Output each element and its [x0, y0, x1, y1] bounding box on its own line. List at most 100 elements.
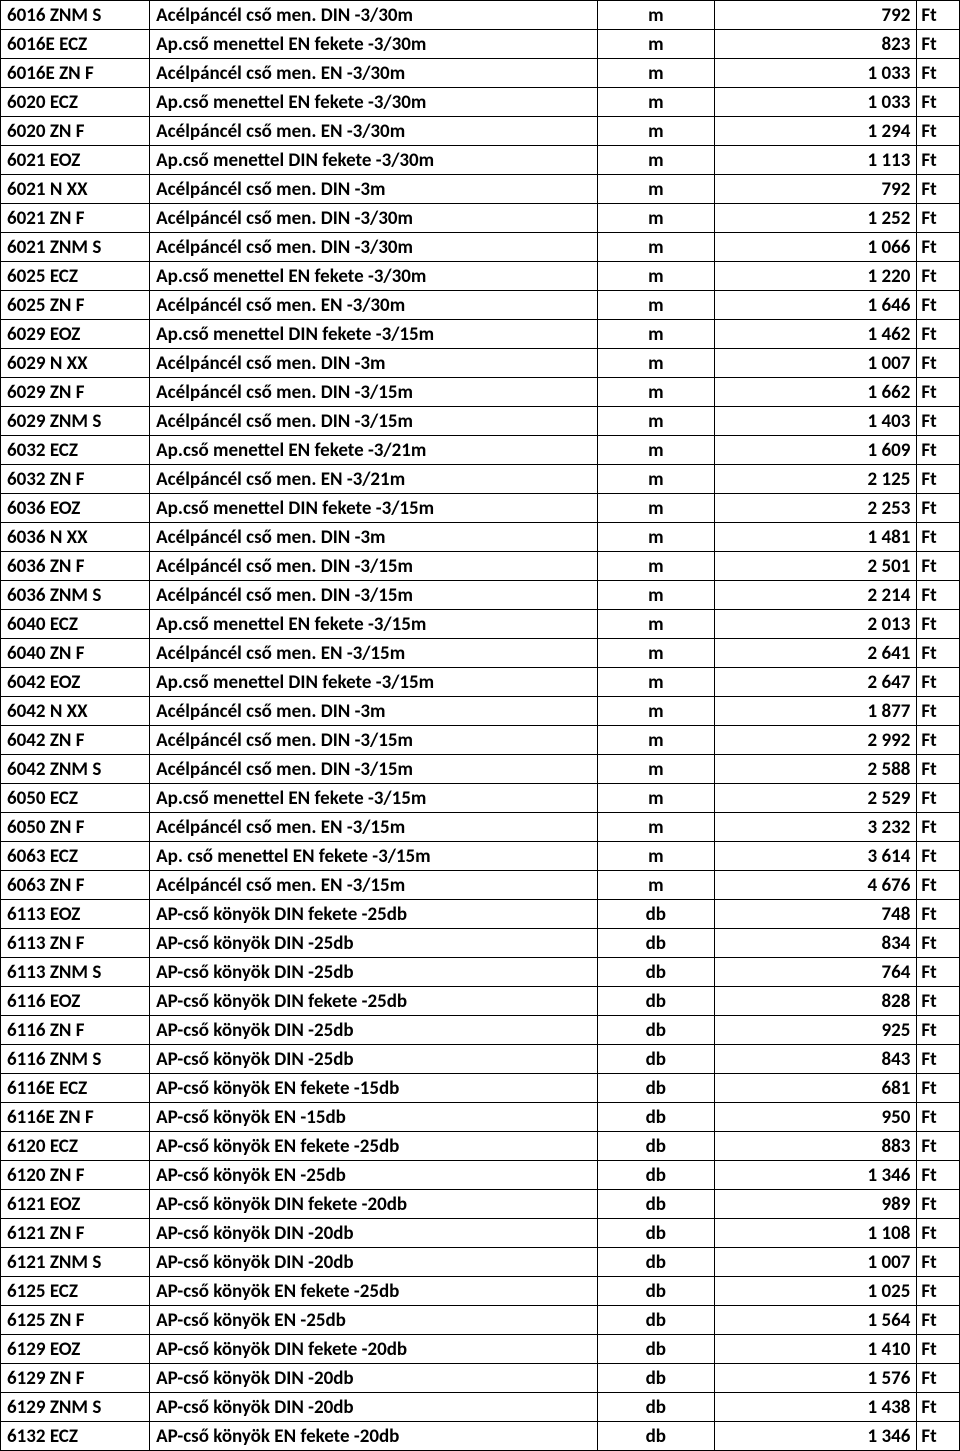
- cell-unit: m: [597, 610, 714, 639]
- cell-price: 2 647: [714, 668, 916, 697]
- cell-code: 6029 ZN F: [1, 378, 150, 407]
- cell-description: Ap.cső menettel DIN fekete -3/30m: [150, 146, 598, 175]
- cell-price: 3 614: [714, 842, 916, 871]
- cell-price: 1 462: [714, 320, 916, 349]
- cell-code: 6042 ZNM S: [1, 755, 150, 784]
- table-row: 6036 EOZAp.cső menettel DIN fekete -3/15…: [1, 494, 960, 523]
- table-row: 6121 ZNM SAP-cső könyök DIN -20dbdb1 007…: [1, 1248, 960, 1277]
- cell-price: 989: [714, 1190, 916, 1219]
- cell-description: Ap.cső menettel EN fekete -3/30m: [150, 88, 598, 117]
- cell-unit: m: [597, 407, 714, 436]
- cell-description: Acélpáncél cső men. DIN -3/15m: [150, 378, 598, 407]
- cell-price: 2 529: [714, 784, 916, 813]
- cell-code: 6036 EOZ: [1, 494, 150, 523]
- cell-description: Acélpáncél cső men. EN -3/21m: [150, 465, 598, 494]
- cell-code: 6042 EOZ: [1, 668, 150, 697]
- cell-currency: Ft: [917, 1335, 960, 1364]
- table-row: 6040 ECZAp.cső menettel EN fekete -3/15m…: [1, 610, 960, 639]
- cell-code: 6029 N XX: [1, 349, 150, 378]
- cell-unit: m: [597, 755, 714, 784]
- cell-unit: m: [597, 842, 714, 871]
- cell-unit: m: [597, 494, 714, 523]
- cell-unit: m: [597, 668, 714, 697]
- cell-description: AP-cső könyök EN fekete -25db: [150, 1132, 598, 1161]
- table-row: 6029 ZN FAcélpáncél cső men. DIN -3/15mm…: [1, 378, 960, 407]
- cell-price: 1 113: [714, 146, 916, 175]
- cell-description: AP-cső könyök DIN fekete -25db: [150, 987, 598, 1016]
- cell-currency: Ft: [917, 929, 960, 958]
- cell-unit: m: [597, 262, 714, 291]
- cell-code: 6116E ECZ: [1, 1074, 150, 1103]
- cell-code: 6125 ZN F: [1, 1306, 150, 1335]
- table-row: 6032 ZN FAcélpáncél cső men. EN -3/21mm2…: [1, 465, 960, 494]
- cell-price: 828: [714, 987, 916, 1016]
- cell-currency: Ft: [917, 233, 960, 262]
- table-row: 6036 N XXAcélpáncél cső men. DIN -3mm1 4…: [1, 523, 960, 552]
- cell-description: Acélpáncél cső men. EN -3/30m: [150, 291, 598, 320]
- cell-price: 2 125: [714, 465, 916, 494]
- cell-description: AP-cső könyök DIN fekete -20db: [150, 1335, 598, 1364]
- cell-currency: Ft: [917, 726, 960, 755]
- cell-code: 6040 ECZ: [1, 610, 150, 639]
- table-row: 6113 EOZAP-cső könyök DIN fekete -25dbdb…: [1, 900, 960, 929]
- cell-currency: Ft: [917, 1045, 960, 1074]
- cell-description: Acélpáncél cső men. DIN -3/15m: [150, 552, 598, 581]
- cell-description: Acélpáncél cső men. DIN -3/30m: [150, 233, 598, 262]
- cell-unit: m: [597, 59, 714, 88]
- cell-price: 4 676: [714, 871, 916, 900]
- cell-description: Acélpáncél cső men. EN -3/30m: [150, 59, 598, 88]
- cell-code: 6113 ZN F: [1, 929, 150, 958]
- table-row: 6125 ECZAP-cső könyök EN fekete -25dbdb1…: [1, 1277, 960, 1306]
- table-row: 6063 ZN FAcélpáncél cső men. EN -3/15mm4…: [1, 871, 960, 900]
- cell-description: AP-cső könyök DIN -20db: [150, 1248, 598, 1277]
- cell-unit: m: [597, 552, 714, 581]
- table-row: 6120 ZN FAP-cső könyök EN -25dbdb1 346Ft: [1, 1161, 960, 1190]
- cell-price: 1 294: [714, 117, 916, 146]
- cell-currency: Ft: [917, 349, 960, 378]
- cell-price: 1 108: [714, 1219, 916, 1248]
- cell-currency: Ft: [917, 900, 960, 929]
- table-row: 6036 ZN FAcélpáncél cső men. DIN -3/15mm…: [1, 552, 960, 581]
- cell-currency: Ft: [917, 581, 960, 610]
- table-row: 6063 ECZAp. cső menettel EN fekete -3/15…: [1, 842, 960, 871]
- cell-unit: db: [597, 1335, 714, 1364]
- cell-unit: m: [597, 465, 714, 494]
- cell-description: Ap.cső menettel EN fekete -3/30m: [150, 30, 598, 59]
- cell-currency: Ft: [917, 320, 960, 349]
- cell-description: AP-cső könyök EN fekete -15db: [150, 1074, 598, 1103]
- cell-currency: Ft: [917, 813, 960, 842]
- table-row: 6021 ZNM SAcélpáncél cső men. DIN -3/30m…: [1, 233, 960, 262]
- cell-unit: db: [597, 1277, 714, 1306]
- cell-code: 6021 EOZ: [1, 146, 150, 175]
- cell-currency: Ft: [917, 1190, 960, 1219]
- cell-code: 6021 N XX: [1, 175, 150, 204]
- cell-description: Acélpáncél cső men. DIN -3/15m: [150, 726, 598, 755]
- cell-code: 6050 ECZ: [1, 784, 150, 813]
- table-row: 6042 EOZAp.cső menettel DIN fekete -3/15…: [1, 668, 960, 697]
- cell-currency: Ft: [917, 987, 960, 1016]
- table-row: 6042 N XXAcélpáncél cső men. DIN -3mm1 8…: [1, 697, 960, 726]
- cell-unit: db: [597, 1132, 714, 1161]
- cell-price: 1 025: [714, 1277, 916, 1306]
- cell-description: AP-cső könyök DIN -20db: [150, 1219, 598, 1248]
- cell-currency: Ft: [917, 146, 960, 175]
- cell-unit: m: [597, 117, 714, 146]
- cell-currency: Ft: [917, 30, 960, 59]
- table-row: 6036 ZNM SAcélpáncél cső men. DIN -3/15m…: [1, 581, 960, 610]
- cell-code: 6113 EOZ: [1, 900, 150, 929]
- cell-price: 1 438: [714, 1393, 916, 1422]
- cell-price: 792: [714, 1, 916, 30]
- cell-unit: db: [597, 1045, 714, 1074]
- cell-price: 2 641: [714, 639, 916, 668]
- cell-code: 6120 ZN F: [1, 1161, 150, 1190]
- table-row: 6129 EOZAP-cső könyök DIN fekete -20dbdb…: [1, 1335, 960, 1364]
- cell-description: Acélpáncél cső men. DIN -3m: [150, 523, 598, 552]
- cell-code: 6121 EOZ: [1, 1190, 150, 1219]
- cell-currency: Ft: [917, 436, 960, 465]
- cell-description: Acélpáncél cső men. DIN -3/30m: [150, 204, 598, 233]
- cell-price: 1 066: [714, 233, 916, 262]
- cell-code: 6116 ZNM S: [1, 1045, 150, 1074]
- cell-description: AP-cső könyök DIN -25db: [150, 958, 598, 987]
- cell-unit: m: [597, 291, 714, 320]
- cell-code: 6020 ECZ: [1, 88, 150, 117]
